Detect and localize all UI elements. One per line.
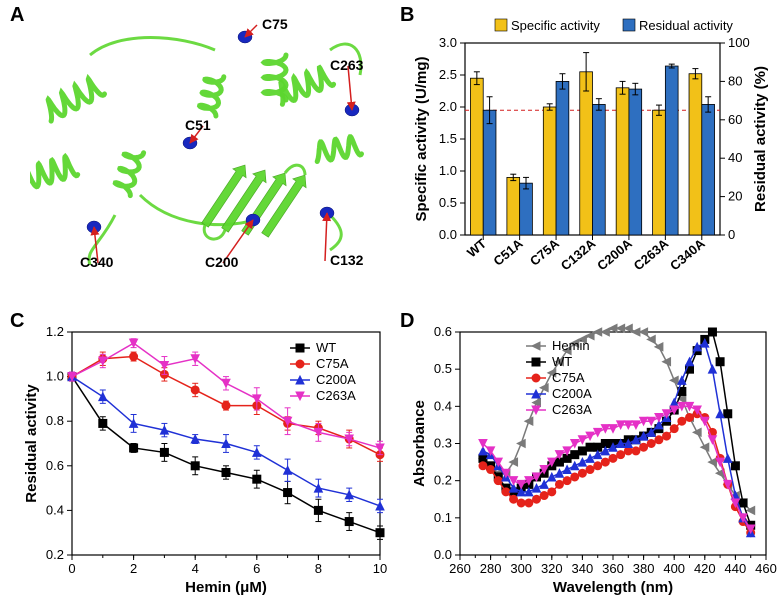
svg-text:20: 20 [728, 189, 742, 204]
svg-text:Hemin (μM): Hemin (μM) [185, 579, 267, 596]
svg-text:Residual activity: Residual activity [639, 18, 733, 33]
svg-text:400: 400 [663, 561, 685, 576]
svg-text:C75A: C75A [316, 356, 349, 371]
svg-text:WT: WT [316, 340, 336, 355]
svg-text:Specific activity (U/mg): Specific activity (U/mg) [413, 56, 430, 221]
svg-text:C200A: C200A [594, 235, 635, 273]
svg-text:1.5: 1.5 [439, 131, 457, 146]
svg-text:4: 4 [192, 561, 199, 576]
svg-text:420: 420 [694, 561, 716, 576]
svg-text:80: 80 [728, 73, 742, 88]
svg-text:C132: C132 [330, 252, 364, 268]
svg-text:380: 380 [633, 561, 655, 576]
svg-text:0.4: 0.4 [46, 502, 64, 517]
svg-text:1.0: 1.0 [46, 369, 64, 384]
svg-text:40: 40 [728, 150, 742, 165]
svg-text:0: 0 [728, 227, 735, 242]
svg-text:0.8: 0.8 [46, 413, 64, 428]
svg-text:C263: C263 [330, 57, 364, 73]
svg-text:Hemin: Hemin [552, 338, 590, 353]
svg-text:8: 8 [315, 561, 322, 576]
svg-text:360: 360 [602, 561, 624, 576]
svg-text:C132A: C132A [558, 235, 599, 273]
svg-text:6: 6 [253, 561, 260, 576]
svg-text:300: 300 [510, 561, 532, 576]
svg-text:0.0: 0.0 [434, 547, 452, 562]
svg-text:C263A: C263A [552, 402, 592, 417]
svg-text:0.6: 0.6 [434, 324, 452, 339]
svg-text:60: 60 [728, 112, 742, 127]
svg-text:Wavelength (nm): Wavelength (nm) [553, 579, 673, 596]
svg-text:0.0: 0.0 [439, 227, 457, 242]
svg-text:C75A: C75A [552, 370, 585, 385]
svg-text:C200: C200 [205, 254, 239, 270]
svg-text:0.5: 0.5 [439, 195, 457, 210]
svg-text:C340: C340 [80, 254, 114, 270]
panel-c: 0 2 4 6 8 10 0.2 0.4 0.6 0.8 1.0 1.2 Hemin (μM) Resid… [20, 320, 395, 600]
svg-text:0.1: 0.1 [434, 510, 452, 525]
svg-text:2.0: 2.0 [439, 99, 457, 114]
svg-text:10: 10 [373, 561, 387, 576]
svg-text:2.5: 2.5 [439, 67, 457, 82]
svg-text:C75A: C75A [527, 235, 563, 268]
panel-a: C75 C263 C51 C340 C200 C132 [30, 15, 390, 295]
svg-text:100: 100 [728, 35, 750, 50]
panel-d: 260 280 300 320 340 360 380 400 420 440 460 0.0 0.1 0… [408, 320, 778, 600]
svg-text:0.4: 0.4 [434, 398, 452, 413]
svg-text:C340A: C340A [667, 235, 708, 273]
svg-text:0.3: 0.3 [434, 436, 452, 451]
svg-text:C200A: C200A [316, 372, 356, 387]
svg-text:Specific activity: Specific activity [511, 18, 600, 33]
svg-text:C263A: C263A [316, 388, 356, 403]
svg-text:C200A: C200A [552, 386, 592, 401]
svg-text:WT: WT [464, 236, 489, 261]
panel-label-a: A [10, 4, 24, 27]
svg-text:Residual activity: Residual activity [23, 384, 40, 503]
svg-text:C263A: C263A [631, 235, 672, 273]
svg-text:2: 2 [130, 561, 137, 576]
svg-text:340: 340 [572, 561, 594, 576]
svg-text:440: 440 [725, 561, 747, 576]
svg-text:1.2: 1.2 [46, 324, 64, 339]
svg-text:C51A: C51A [490, 235, 526, 268]
svg-text:0.2: 0.2 [434, 473, 452, 488]
svg-text:0: 0 [68, 561, 75, 576]
panel-b: 0.00.51.01.52.02.53.0020406080100WTC51AC… [410, 15, 775, 295]
svg-text:0.5: 0.5 [434, 361, 452, 376]
svg-text:260: 260 [449, 561, 471, 576]
svg-text:Residual activity (%): Residual activity (%) [752, 66, 769, 212]
svg-text:460: 460 [755, 561, 777, 576]
svg-text:0.2: 0.2 [46, 547, 64, 562]
svg-text:WT: WT [552, 354, 572, 369]
svg-text:Absorbance: Absorbance [411, 400, 428, 487]
svg-text:3.0: 3.0 [439, 35, 457, 50]
svg-text:C75: C75 [262, 16, 288, 32]
svg-text:320: 320 [541, 561, 563, 576]
svg-text:C51: C51 [185, 117, 211, 133]
svg-text:1.0: 1.0 [439, 163, 457, 178]
svg-text:0.6: 0.6 [46, 458, 64, 473]
svg-text:280: 280 [480, 561, 502, 576]
